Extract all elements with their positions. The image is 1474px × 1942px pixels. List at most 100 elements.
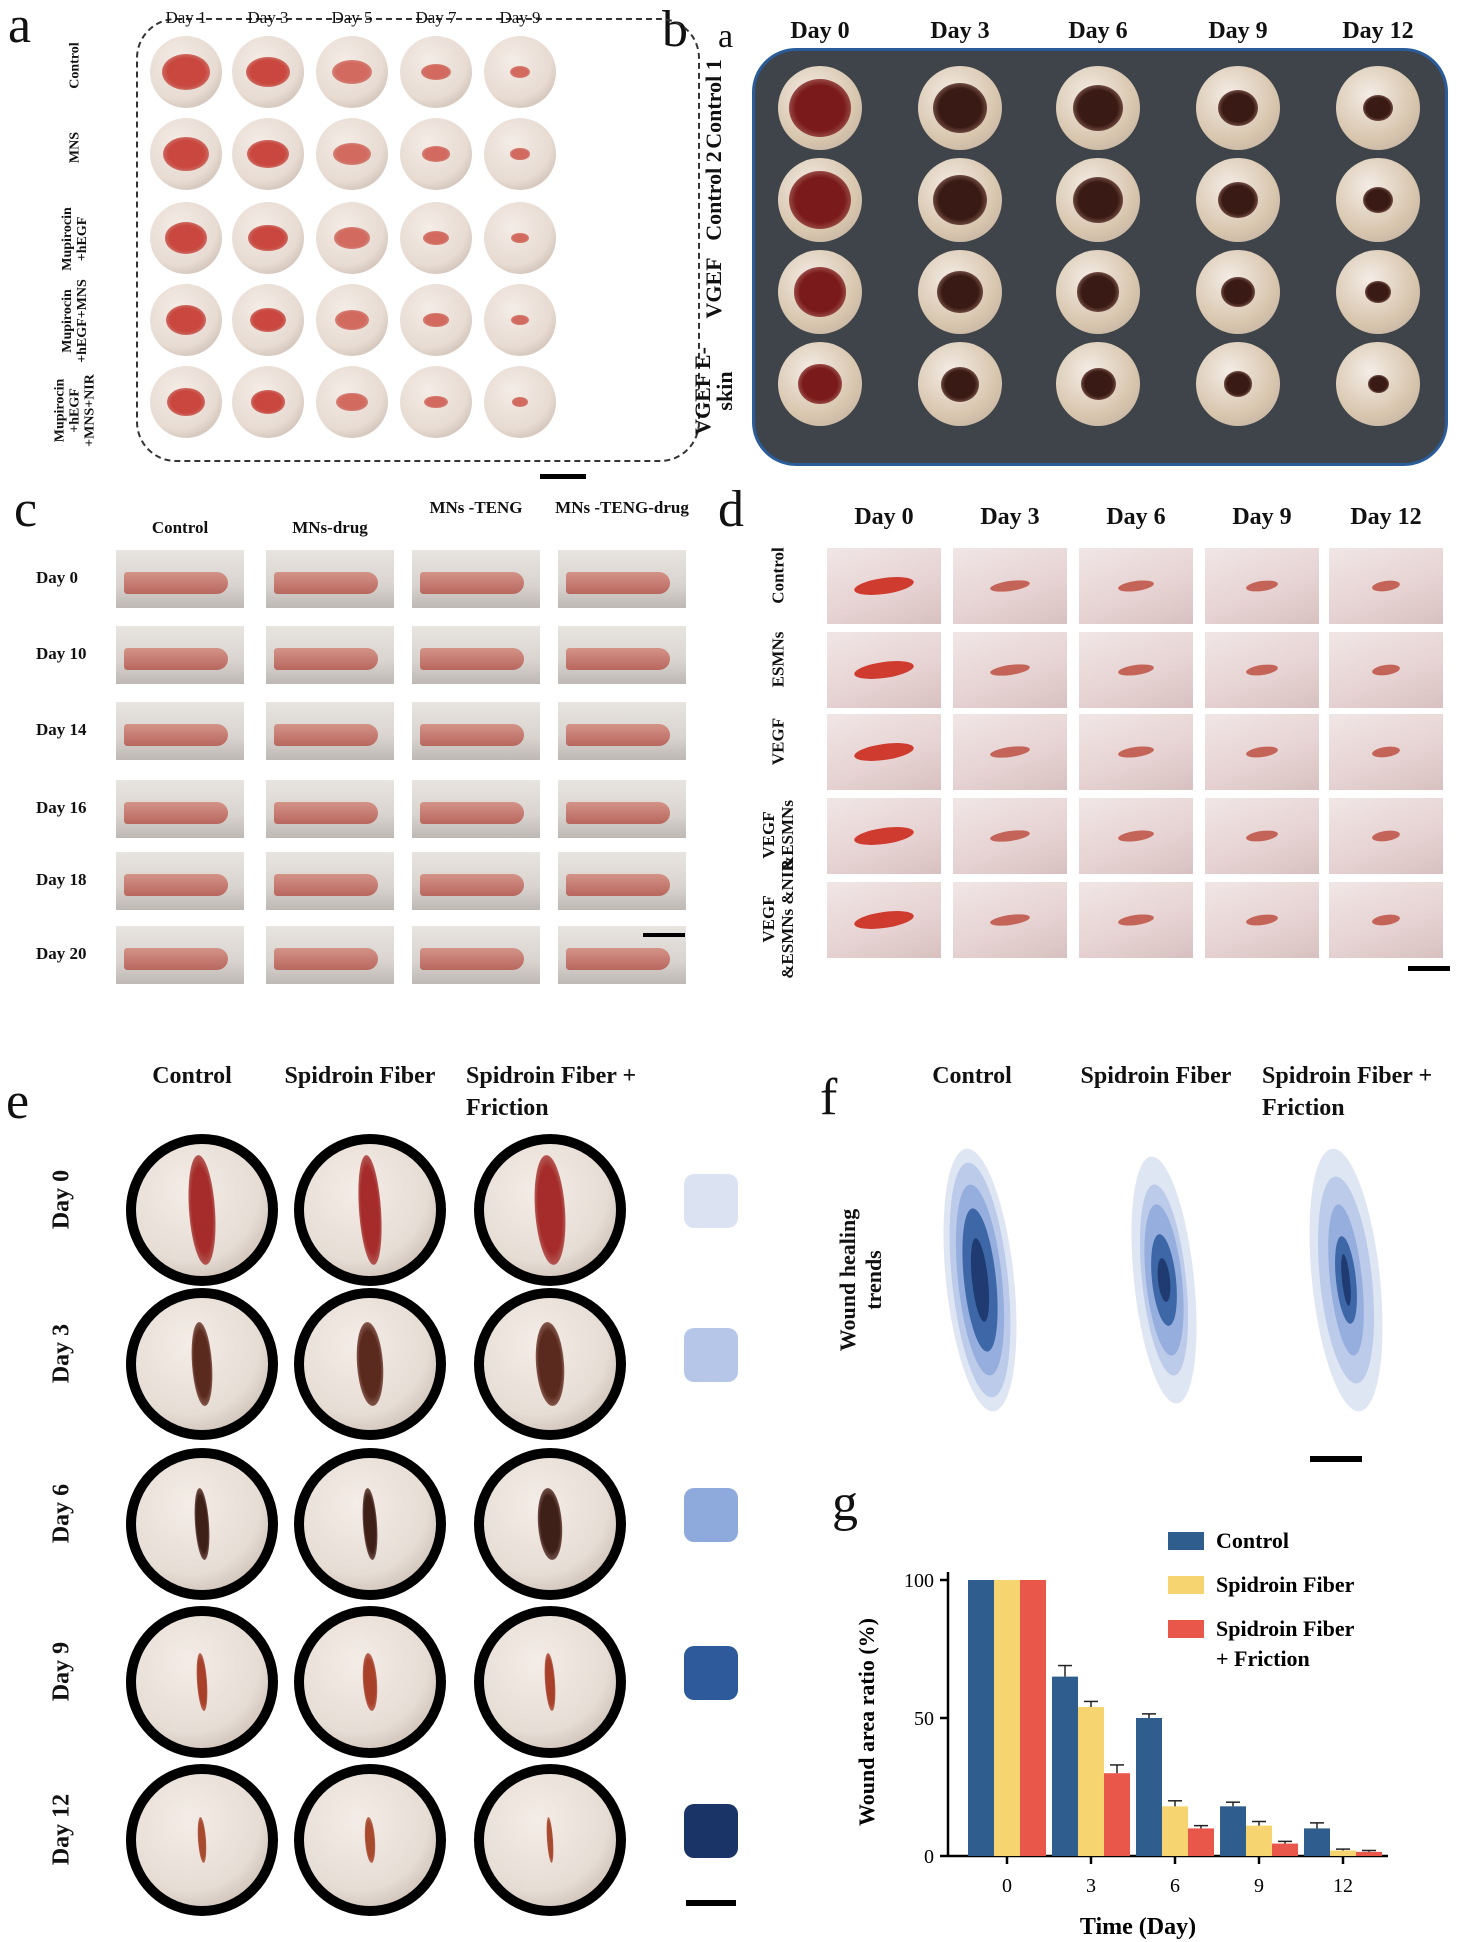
panel-c-hand-photo: [412, 626, 540, 684]
wound-mark: [363, 1816, 377, 1864]
hand-shape: [566, 874, 670, 896]
panel-e-wound-photo: [294, 1764, 446, 1916]
panel-e-group-header: Control: [152, 1063, 232, 1089]
panel-c-group-header: Control: [151, 518, 209, 537]
panel-f-group-header: Spidroin Fiber + Friction: [1262, 1063, 1433, 1121]
panel-c-hand-photo: [266, 550, 394, 608]
panel-e-day-label: Day 9: [48, 1641, 75, 1702]
wound-mark: [360, 1487, 380, 1561]
wound-mark: [1245, 744, 1279, 760]
bar-spidroin-fiber-friction: [1104, 1773, 1130, 1856]
panel-a-wound-photo: [232, 202, 304, 274]
wound-mark: [164, 222, 208, 254]
panel-a-wound-photo: [484, 202, 556, 274]
wound-mark: [1117, 828, 1155, 844]
hand-shape: [420, 724, 524, 746]
wound-mark: [421, 64, 451, 80]
panel-b-wound-photo: [1196, 342, 1280, 426]
panel-a-wound-photo: [484, 284, 556, 356]
panel-b-wound-photo: [778, 66, 862, 150]
panel-d-wound-photo: [953, 798, 1067, 874]
panel-a-wound-photo: [150, 366, 222, 438]
wound-mark: [354, 1321, 386, 1407]
panel-f-group-header: Spidroin Fiber: [1080, 1063, 1232, 1089]
panel-e-wound-photo: [474, 1764, 626, 1916]
panel-c-group-header: MNs-drug: [292, 518, 368, 537]
panel-a-frame: [136, 18, 700, 462]
bar-control: [1304, 1828, 1330, 1856]
panel-c-hand-photo: [266, 780, 394, 838]
panel-c-hand-photo: [412, 852, 540, 910]
panel-a-wound-photo: [150, 118, 222, 190]
wound-mark: [1117, 662, 1155, 678]
x-tick-label: 12: [1333, 1875, 1353, 1897]
wound-mark: [1363, 187, 1393, 213]
panel-b-wound-photo: [918, 342, 1002, 426]
bar-control: [1220, 1806, 1246, 1856]
panel-c-group-header: MNs -TENG-drug: [555, 498, 689, 517]
wound-mark: [336, 392, 368, 412]
panel-c-group-header: MNs -TENG: [429, 498, 523, 517]
y-tick-label: 50: [914, 1708, 934, 1730]
wound-mark: [1218, 182, 1258, 218]
wound-mark: [422, 230, 450, 246]
panel-b-wound-photo: [778, 250, 862, 334]
wound-mark: [250, 390, 286, 414]
panel-e-day-label: Day 3: [48, 1323, 75, 1384]
bar-spidroin-fiber-friction: [1188, 1828, 1214, 1856]
bar-spidroin-fiber: [1330, 1850, 1356, 1856]
panel-b-wound-photo: [1336, 66, 1420, 150]
panel-b-sublabel: a: [718, 18, 734, 55]
panel-d-wound-photo: [953, 548, 1067, 624]
panel-d-day-header: Day 6: [1106, 504, 1166, 530]
hand-shape: [420, 948, 524, 970]
bar-spidroin-fiber: [1078, 1706, 1104, 1856]
wound-mark: [1117, 912, 1155, 928]
panel-d-day-header: Day 0: [854, 504, 914, 530]
panel-e-day-label: Day 0: [48, 1169, 75, 1230]
panel-a-day-header: Day 5: [331, 8, 373, 27]
panel-d-wound-photo: [827, 882, 941, 958]
panel-c-hand-photo: [558, 852, 686, 910]
wound-mark: [941, 366, 979, 402]
legend-label: Spidroin Fiber + Friction: [1216, 1616, 1355, 1671]
hand-shape: [124, 648, 228, 670]
hand-shape: [124, 724, 228, 746]
panel-c-hand-photo: [412, 926, 540, 984]
wound-mark: [933, 83, 987, 133]
panel-a-wound-photo: [400, 366, 472, 438]
wound-mark: [335, 309, 369, 330]
panel-a-wound-photo: [232, 366, 304, 438]
wound-mark: [167, 388, 205, 416]
panel-b-day-header: Day 0: [790, 18, 850, 44]
hand-shape: [274, 948, 378, 970]
wound-mark: [1218, 90, 1258, 126]
panel-d-wound-photo: [1079, 798, 1193, 874]
wound-mark: [535, 1487, 565, 1561]
panel-e-wound-photo: [126, 1134, 278, 1286]
panel-b-wound-photo: [918, 250, 1002, 334]
legend-swatch: [1168, 1620, 1204, 1638]
bar-spidroin-fiber: [1162, 1806, 1188, 1856]
panel-d-wound-photo: [1079, 882, 1193, 958]
panel-b-wound-photo: [918, 158, 1002, 242]
panel-b-wound-photo: [1056, 66, 1140, 150]
wound-mark: [360, 1652, 380, 1712]
bar-spidroin-fiber-friction: [1356, 1851, 1382, 1856]
wound-mark: [511, 314, 529, 326]
panel-e-wound-photo: [294, 1288, 446, 1440]
panel-c-hand-photo: [116, 780, 244, 838]
panel-c-hand-photo: [558, 626, 686, 684]
bar-spidroin-fiber-friction: [1272, 1843, 1298, 1856]
panel-c-hand-photo: [116, 550, 244, 608]
wound-mark: [789, 171, 851, 229]
panel-d-day-header: Day 12: [1350, 504, 1422, 530]
panel-e-group-header: Spidroin Fiber + Friction: [466, 1063, 637, 1121]
wound-mark: [542, 1652, 558, 1712]
wound-mark: [1363, 95, 1393, 121]
panel-a-wound-photo: [316, 118, 388, 190]
panel-c-hand-photo: [412, 550, 540, 608]
wound-mark: [423, 313, 449, 327]
panel-c-day-label: Day 14: [36, 720, 87, 739]
y-tick-label: 100: [904, 1570, 934, 1592]
